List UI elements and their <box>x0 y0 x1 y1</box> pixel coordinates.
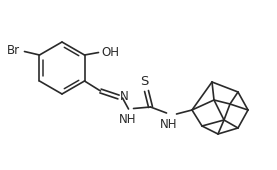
Text: S: S <box>140 75 149 88</box>
Text: OH: OH <box>101 46 119 58</box>
Text: NH: NH <box>160 118 177 131</box>
Text: Br: Br <box>7 45 20 57</box>
Text: N: N <box>119 89 128 103</box>
Text: NH: NH <box>119 113 136 126</box>
